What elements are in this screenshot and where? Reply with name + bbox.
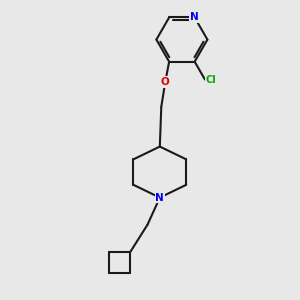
Text: N: N (190, 13, 199, 22)
Text: Cl: Cl (206, 74, 216, 85)
Text: N: N (155, 193, 164, 202)
Text: O: O (161, 77, 170, 87)
